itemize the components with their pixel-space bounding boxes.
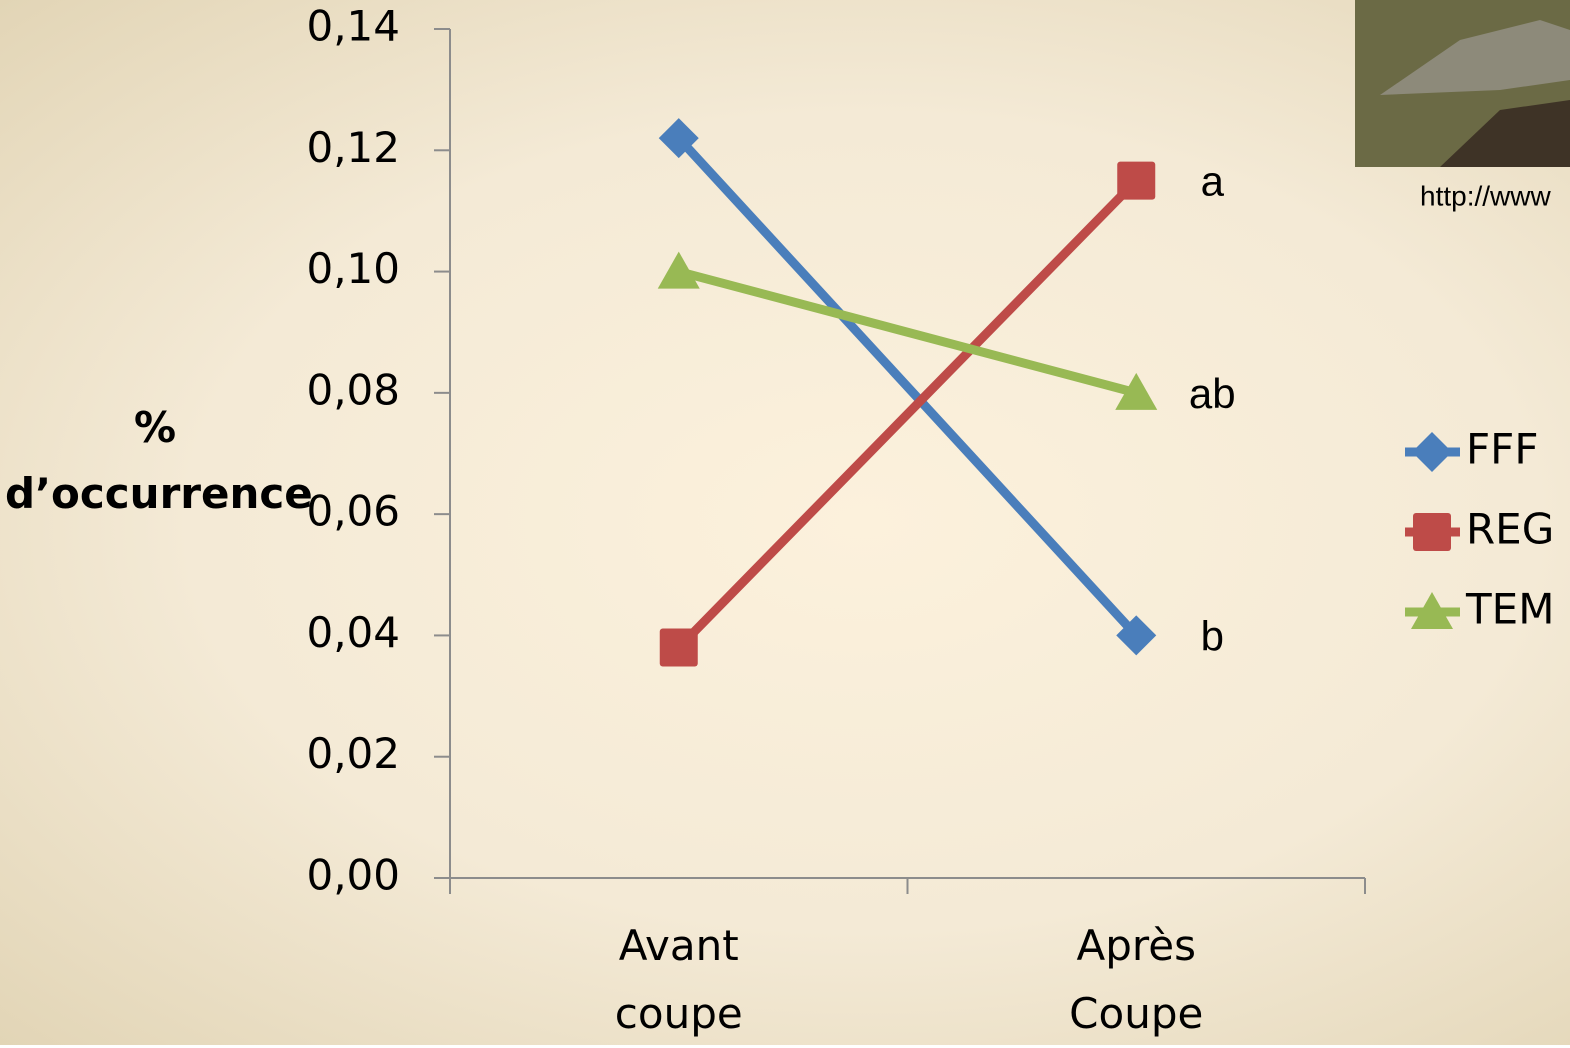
branch (1440, 100, 1570, 167)
y-tick-label: 0,02 (306, 729, 400, 778)
y-tick-label: 0,06 (306, 487, 400, 536)
y-tick-label: 0,08 (306, 365, 400, 414)
x-tick-label: Après Coupe (1069, 921, 1204, 1038)
y-axis-label: % d’occurrence (5, 403, 313, 518)
y-tick-label: 0,12 (306, 123, 400, 172)
data-point (657, 251, 700, 289)
legend-label: TEM (1465, 585, 1554, 634)
data-point (1116, 615, 1157, 656)
legend-marker (1413, 513, 1451, 551)
y-tick-label: 0,14 (306, 2, 400, 51)
annotation: ab (1189, 370, 1236, 417)
y-tick-label: 0,04 (306, 608, 400, 657)
data-point (1115, 372, 1158, 410)
data-point (658, 118, 699, 159)
legend-marker (1412, 432, 1452, 472)
data-point (659, 628, 698, 667)
legend-label: FFF (1466, 425, 1538, 474)
annotation: b (1201, 613, 1224, 660)
legend-marker (1411, 592, 1453, 629)
y-tick-label: 0,00 (306, 851, 400, 900)
data-point (1117, 161, 1156, 200)
annotation: a (1201, 158, 1225, 205)
y-tick-label: 0,10 (306, 244, 400, 293)
legend-label: REG (1466, 505, 1554, 554)
series-line (675, 135, 1140, 639)
series-line (675, 177, 1140, 651)
bird-shape (1380, 20, 1570, 95)
source-text: http://www (1420, 180, 1551, 211)
series-line (677, 267, 1138, 398)
x-tick-label: Avant coupe (614, 921, 743, 1038)
